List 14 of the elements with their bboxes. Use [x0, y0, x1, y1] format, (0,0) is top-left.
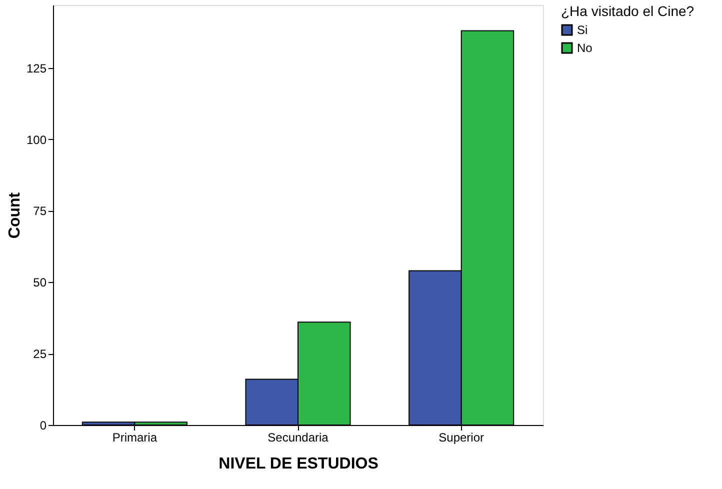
- y-tick-label: 25: [33, 347, 47, 362]
- y-tick-label: 0: [40, 418, 47, 432]
- y-tick-label: 50: [33, 276, 47, 290]
- legend-title: ¿Ha visitado el Cine?: [561, 3, 694, 19]
- legend-label: Si: [577, 23, 588, 37]
- y-axis-title: Count: [6, 192, 24, 239]
- y-tick-label: 75: [33, 204, 47, 218]
- y-tick-label: 125: [26, 61, 47, 76]
- legend-label: No: [577, 41, 593, 55]
- x-tick-label: Primaria: [112, 430, 158, 444]
- x-tick-label: Secundaria: [268, 430, 329, 444]
- x-tick-label: Superior: [438, 430, 484, 444]
- x-axis-title: NIVEL DE ESTUDIOS: [218, 456, 379, 472]
- y-tick-label: 100: [26, 132, 47, 147]
